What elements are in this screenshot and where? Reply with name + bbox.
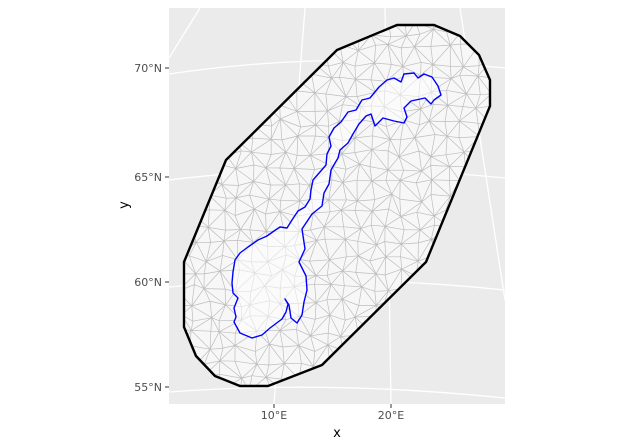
y-axis-title: y	[117, 201, 132, 209]
x-axis-title: x	[333, 426, 341, 441]
outer-boundary	[182, 23, 492, 388]
graticule-lon-0	[169, 8, 201, 59]
y-tick-label-55: 55°N	[134, 381, 162, 394]
y-tick-label-65: 65°N	[134, 171, 162, 184]
x-axis: 10°E 20°E	[261, 404, 404, 422]
y-tick-label-60: 60°N	[134, 276, 162, 289]
y-axis: 70°N 65°N 60°N 55°N	[134, 62, 169, 394]
y-tick-label-70: 70°N	[134, 62, 162, 75]
x-tick-label-10: 10°E	[261, 409, 287, 422]
x-tick-label-20: 20°E	[378, 409, 404, 422]
coastline	[231, 72, 442, 339]
graticule-lat-55	[169, 386, 505, 399]
